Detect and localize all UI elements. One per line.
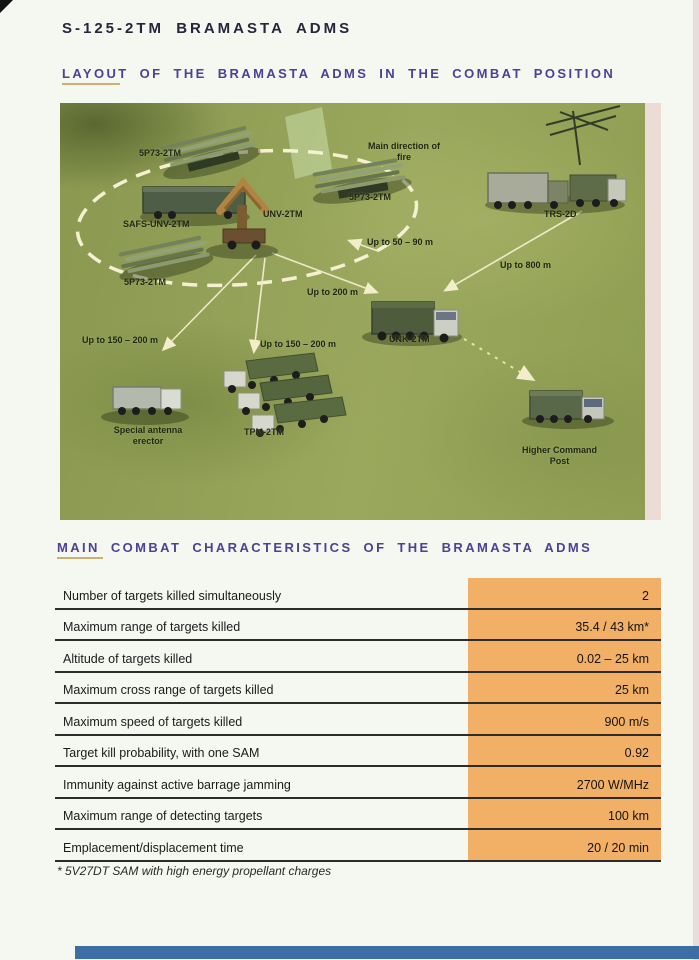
table-row: Immunity against active barrage jamming … [55,767,661,799]
arrow-to-unk [271,252,379,295]
heading-underline [62,83,120,85]
value-column-background [468,578,661,860]
photo-overlay-graphics [75,105,627,437]
row-value: 900 m/s [604,714,649,729]
heading-underline [57,557,103,559]
arrow-to-tpm [248,257,266,355]
label-distance-50-90: Up to 50 – 90 m [367,237,434,247]
table-row: Number of targets killed simultaneously … [55,578,661,610]
combat-position-photo: 5P73-2TM Main direction of fire 5P73-2TM… [60,103,645,520]
footer-blue-bar [75,946,699,959]
label-unv-2tm: UNV-2TM [263,209,303,219]
row-label: Maximum range of targets killed [63,620,241,634]
arrow-50-90 [346,238,379,252]
label-launcher-bottom-left: 5P73-2TM [124,277,167,287]
tpm-2tm-vehicles [223,352,347,437]
row-label: Maximum cross range of targets killed [63,683,274,697]
label-distance-150-200-left: Up to 150 – 200 m [82,335,159,345]
characteristics-section-heading: MAIN COMBAT CHARACTERISTICS OF THE BRAMA… [57,540,593,555]
special-antenna-erector-vehicle [101,386,189,425]
unv-2tm-vehicle [206,176,278,259]
characteristics-table: Number of targets killed simultaneously … [55,578,661,862]
label-distance-200: Up to 200 m [307,287,359,297]
row-value: 25 km [614,683,649,697]
deployment-ellipse [75,148,419,288]
table-row: Emplacement/displacement time 20 / 20 mi… [55,830,661,862]
arrow-trs-to-unk [443,210,583,292]
label-safs-unv-2tm: SAFS-UNV-2TM [123,219,190,229]
row-label: Maximum speed of targets killed [63,714,243,729]
label-special-antenna-erector: Special antenna erector [113,425,183,446]
row-value: 0.02 – 25 km [576,651,649,666]
row-value: 2700 W/MHz [576,777,649,792]
label-main-direction: Main direction of fire [368,141,440,162]
row-value: 35.4 / 43 km* [575,620,649,634]
label-distance-800: Up to 800 m [500,260,552,270]
dotted-line-to-hcp [463,338,536,382]
table-row: Target kill probability, with one SAM 0.… [55,736,661,767]
table-row: Maximum range of detecting targets 100 k… [55,799,661,830]
table-row: Maximum speed of targets killed 900 m/s [55,704,661,736]
higher-command-post-vehicle [522,390,614,429]
row-label: Maximum range of detecting targets [63,809,263,823]
label-launcher-top-left: 5P73-2TM [139,148,182,158]
unk-2tm-vehicle [362,301,462,346]
photo-edge-strip [645,103,661,520]
fire-direction-beam [285,107,332,179]
label-launcher-right: 5P73-2TM [349,192,392,202]
launcher-bottom-left-vehicle [118,235,214,282]
trs-2d-vehicle [485,105,627,214]
table-row: Altitude of targets killed 0.02 – 25 km [55,641,661,673]
scan-edge-strip [693,0,699,960]
arrow-to-special-erector [161,254,257,352]
layout-section-heading: LAYOUT OF THE BRAMASTA ADMS IN THE COMBA… [62,66,616,81]
label-unk-2tm: UNK-2TM [389,334,430,344]
footnote: * 5V27DT SAM with high energy propellant… [57,864,332,878]
table-row: Maximum cross range of targets killed 25… [55,673,661,704]
row-label: Immunity against active barrage jamming [63,777,291,792]
row-value: 2 [642,588,649,603]
label-trs-2d: TRS-2D [544,209,577,219]
row-label: Emplacement/displacement time [63,840,244,855]
launcher-top-left-vehicle [160,126,261,180]
row-value: 100 km [608,809,649,823]
row-label: Altitude of targets killed [63,651,193,666]
row-value: 0.92 [624,746,649,760]
scan-corner-artifact [0,0,15,13]
label-higher-command-post: Higher Command Post [521,445,597,466]
table-row: Maximum range of targets killed 35.4 / 4… [55,610,661,641]
row-label: Target kill probability, with one SAM [63,746,260,760]
launcher-right-vehicle [312,158,412,204]
row-label: Number of targets killed simultaneously [63,588,282,603]
label-distance-150-200-right: Up to 150 – 200 m [260,339,337,349]
label-tpm-2tm: TPM-2TM [244,427,284,437]
page-title: S-125-2TM BRAMASTA ADMS [62,20,353,37]
row-value: 20 / 20 min [587,840,649,855]
